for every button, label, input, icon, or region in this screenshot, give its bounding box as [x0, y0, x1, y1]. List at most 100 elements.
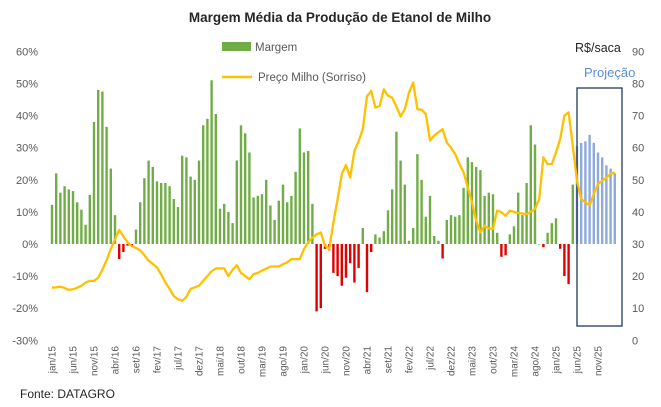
margin-bar [403, 184, 406, 244]
margin-bar [235, 160, 238, 244]
margin-bar [584, 141, 587, 244]
margin-bar [529, 125, 532, 244]
margin-bar [143, 178, 146, 244]
margin-bar [105, 126, 108, 244]
margin-bar [176, 207, 180, 244]
x-tick-label: mar/19 [258, 346, 269, 378]
left-axis: -30% -20% -10% 0% 10% 20% 30% 40% 50% 60% [12, 46, 38, 347]
margin-bar [571, 184, 574, 244]
margin-bar [437, 240, 440, 244]
margin-bar [214, 113, 217, 245]
x-tick-label: abr/16 [111, 346, 122, 375]
right-tick-label: 70 [632, 111, 644, 123]
margin-bar [353, 244, 356, 283]
margin-bar [298, 128, 301, 244]
x-tick-label: set/21 [384, 346, 395, 374]
projection-label: Projeção [584, 65, 635, 80]
margin-bar [596, 152, 600, 244]
margin-bar [286, 202, 289, 244]
margin-bar [559, 244, 562, 249]
margin-bar [281, 184, 285, 244]
margin-bar [231, 223, 234, 244]
margin-bar [332, 244, 335, 273]
margin-bar [315, 244, 318, 312]
margin-bar [563, 244, 566, 277]
margin-bar [265, 179, 268, 244]
x-tick-label: nov/15 [90, 346, 101, 376]
margin-bar [462, 187, 465, 244]
margin-bar [554, 218, 558, 244]
margin-bar [92, 122, 96, 244]
margin-bar [420, 179, 423, 244]
left-tick-label: -30% [12, 335, 38, 347]
right-tick-label: 80 [632, 79, 644, 91]
margin-bar [248, 152, 251, 244]
margin-bar [517, 192, 520, 244]
x-tick-label: ago/19 [279, 346, 290, 377]
projection-box [576, 87, 623, 327]
x-tick-label: jan/25 [552, 346, 563, 375]
margin-bar [302, 152, 306, 244]
margin-bar [378, 237, 381, 244]
margin-bar [67, 189, 70, 244]
margin-bar [80, 209, 83, 244]
margin-bar [613, 173, 616, 244]
margin-bar [588, 134, 591, 244]
margin-bar [122, 244, 125, 253]
margin-bar [601, 157, 604, 244]
right-tick-label: 60 [632, 143, 644, 155]
margin-bar [458, 215, 461, 244]
margin-bar [349, 244, 352, 264]
margin-bar [344, 244, 348, 278]
margin-bar [475, 166, 478, 244]
margin-bar [533, 144, 537, 244]
margin-bar [84, 224, 87, 244]
margin-bar [260, 194, 264, 244]
margin-bar [546, 232, 549, 244]
margin-bar [252, 197, 255, 244]
margin-bar [202, 125, 205, 244]
margin-bar [160, 183, 163, 244]
margin-bar [336, 244, 339, 277]
margin-bar [433, 235, 436, 244]
margin-bar [311, 203, 314, 244]
left-tick-label: 0% [22, 239, 38, 251]
margin-bar [76, 202, 79, 244]
legend-label-margem: Margem [255, 42, 297, 54]
right-tick-label: 20 [632, 271, 644, 283]
margin-bar [63, 186, 66, 244]
margin-bar [134, 229, 138, 244]
margin-bar [391, 189, 394, 244]
margin-bar [97, 89, 100, 244]
margin-bar [542, 244, 545, 248]
margin-bar [365, 244, 369, 293]
right-axis: 0 10 20 30 40 50 60 70 80 90 [632, 46, 644, 347]
margin-bar [428, 195, 432, 244]
margin-bar [399, 160, 402, 244]
margin-bar [512, 226, 516, 244]
margin-bar [168, 186, 171, 244]
x-tick-label: dez/17 [195, 346, 206, 376]
x-tick-label: jun/25 [573, 346, 584, 375]
x-tick-label: jul/22 [426, 346, 437, 371]
margin-bar [277, 200, 280, 244]
x-tick-label: abr/21 [363, 346, 374, 375]
margin-bar [50, 204, 54, 244]
margin-bar [441, 244, 444, 259]
margin-bar [189, 176, 192, 244]
x-tick-label: jan/15 [48, 346, 59, 375]
margin-bar [147, 160, 150, 244]
margin-bar [361, 227, 364, 244]
x-tick-label: dez/22 [447, 346, 458, 376]
margin-bar [227, 211, 230, 244]
x-tick-label: fev/22 [405, 346, 416, 374]
margin-bar [407, 240, 411, 244]
legend-swatch-margem [222, 42, 251, 51]
margin-bar [504, 244, 507, 256]
margin-bar [500, 244, 503, 257]
legend-label-corn: Preço Milho (Sorriso) [258, 72, 366, 84]
x-tick-label: set/16 [132, 346, 143, 374]
x-tick-label: ago/24 [531, 346, 542, 377]
margin-bar [424, 216, 427, 244]
left-tick-label: 20% [16, 175, 38, 187]
